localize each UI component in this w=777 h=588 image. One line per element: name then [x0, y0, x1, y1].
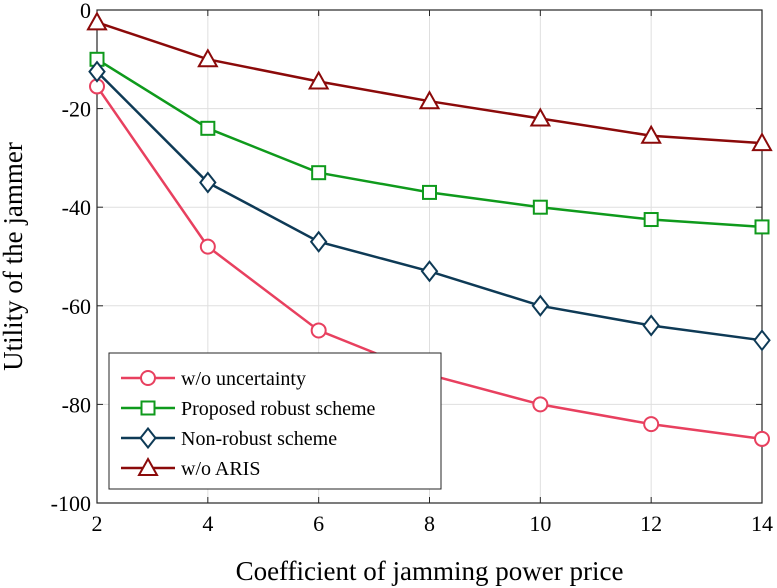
- legend-box: [108, 352, 442, 490]
- data-point: [199, 238, 216, 255]
- series-w-o-aris: [86, 11, 773, 152]
- data-point: [754, 430, 770, 447]
- y-axis-label: Utility of the jammer: [0, 142, 28, 371]
- data-point: [643, 416, 660, 433]
- data-point: [310, 322, 327, 339]
- data-point: [422, 184, 437, 200]
- x-tick-label: 14: [751, 511, 773, 536]
- y-tick-label: -60: [62, 294, 91, 319]
- y-tick-label: 0: [80, 0, 91, 23]
- legend-square-marker: [140, 400, 156, 416]
- series-non-robust-scheme: [88, 60, 771, 352]
- data-point: [420, 260, 439, 283]
- legend-item: w/o ARIS: [121, 456, 260, 480]
- data-point: [751, 132, 773, 152]
- y-tick-label: -80: [62, 392, 91, 417]
- data-point: [307, 70, 330, 90]
- data-point: [529, 107, 552, 127]
- data-point: [642, 314, 660, 337]
- data-point: [532, 199, 548, 215]
- series-proposed-robust-scheme: [89, 51, 770, 235]
- data-point: [640, 124, 662, 144]
- data-point: [754, 219, 770, 235]
- axis-ticks: 2 4 6 8 10 12 14 0 -20 -40 -60 -80 -100: [51, 0, 773, 536]
- legend-label: w/o uncertainty: [181, 368, 306, 390]
- legend-diamond-marker: [139, 426, 157, 450]
- data-point: [197, 48, 219, 68]
- x-tick-label: 6: [313, 511, 324, 536]
- y-tick-label: -40: [62, 195, 91, 220]
- data-point: [200, 120, 216, 136]
- legend-item: w/o uncertainty: [121, 368, 306, 390]
- x-tick-label: 10: [529, 511, 551, 536]
- y-tick-label: -100: [51, 491, 91, 516]
- legend-label: w/o ARIS: [181, 458, 260, 480]
- data-point: [199, 171, 217, 194]
- x-tick-label: 2: [92, 511, 103, 536]
- x-tick-label: 4: [202, 511, 213, 536]
- data-point: [418, 90, 441, 110]
- data-point: [309, 230, 328, 253]
- legend: w/o uncertainty Proposed robust scheme Non…: [108, 352, 442, 490]
- legend-label: Proposed robust scheme: [181, 398, 376, 420]
- data-point: [531, 294, 550, 317]
- legend-item: Proposed robust scheme: [121, 398, 376, 420]
- legend-circle-marker: [140, 370, 156, 386]
- data-point: [753, 329, 771, 352]
- data-point: [532, 396, 549, 413]
- y-tick-label: -20: [62, 97, 91, 122]
- data-point: [86, 11, 108, 31]
- legend-label: Non-robust scheme: [181, 428, 337, 450]
- data-point: [643, 212, 659, 228]
- data-point: [311, 165, 327, 181]
- x-tick-label: 12: [640, 511, 662, 536]
- legend-item: Non-robust scheme: [121, 426, 337, 450]
- data-point: [88, 60, 106, 83]
- legend-triangle-marker: [137, 456, 159, 476]
- x-axis-label: Coefficient of jamming power price: [236, 556, 624, 586]
- x-tick-label: 8: [424, 511, 435, 536]
